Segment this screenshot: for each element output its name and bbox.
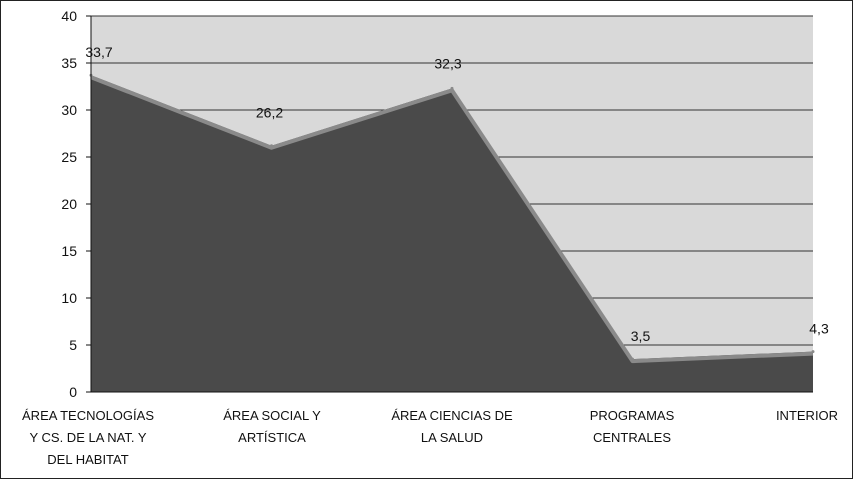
data-point — [270, 144, 273, 148]
data-label: 4,3 — [809, 321, 829, 337]
data-label: 3,5 — [631, 328, 651, 344]
y-tick-label: 20 — [61, 196, 77, 212]
x-category-label-line: ARTÍSTICA — [238, 430, 306, 445]
x-category-label: ÁREA TECNOLOGÍAS Y CS. DE LA NAT. Y DEL HA… — [22, 408, 154, 467]
y-tick-label: 10 — [61, 290, 77, 306]
area-top-edge — [90, 75, 814, 364]
area-series — [91, 75, 813, 392]
y-tick-label: 15 — [61, 243, 77, 259]
x-category-label-line: CENTRALES — [593, 430, 671, 445]
x-category-label-line: LA SALUD — [421, 430, 483, 445]
y-tick-label: 40 — [61, 8, 77, 24]
x-category-label: PROGRAMAS CENTRALES — [590, 408, 675, 445]
y-tick-label: 25 — [61, 149, 77, 165]
x-category-label: ÁREA CIENCIAS DE LA SALUD — [391, 408, 513, 445]
y-tick-label: 5 — [69, 337, 77, 353]
data-point — [631, 357, 634, 361]
y-tick-label: 30 — [61, 102, 77, 118]
data-label: 26,2 — [256, 105, 283, 121]
x-category-label-line: INTERIOR — [776, 408, 838, 423]
data-point — [450, 86, 454, 90]
x-category-label-line: ÁREA TECNOLOGÍAS — [22, 408, 154, 423]
x-category-label: ÁREA SOCIAL Y ARTÍSTICA — [223, 408, 321, 445]
data-point — [811, 350, 815, 354]
y-tick-label: 0 — [69, 384, 77, 400]
x-category-label-line: ÁREA CIENCIAS DE — [391, 408, 513, 423]
x-category-label: INTERIOR — [776, 408, 838, 423]
y-tick-label: 35 — [61, 55, 77, 71]
data-label: 32,3 — [434, 55, 461, 71]
data-label: 33,7 — [85, 44, 112, 60]
x-category-label-line: ÁREA SOCIAL Y — [223, 408, 321, 423]
x-category-label-line: Y CS. DE LA NAT. Y — [29, 430, 146, 445]
x-category-label-line: PROGRAMAS — [590, 408, 675, 423]
x-category-label-line: DEL HABITAT — [47, 452, 128, 467]
